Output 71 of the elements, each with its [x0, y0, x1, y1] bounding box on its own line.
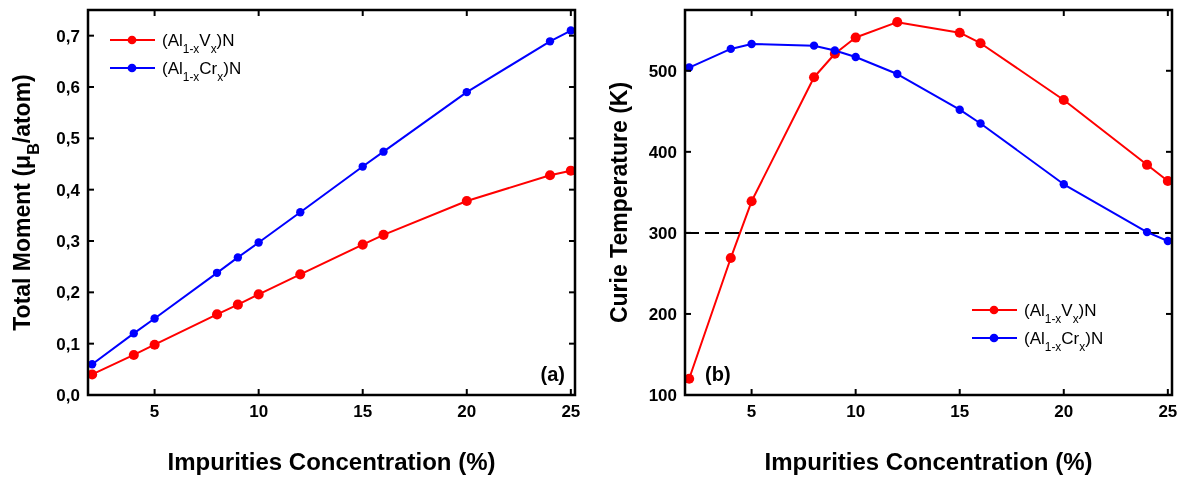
y-tick-label: 0,3: [56, 232, 80, 251]
y-tick-label: 200: [648, 304, 677, 324]
point: [975, 38, 986, 49]
legend-label: (Al$_{1-x}$V$_{x}$)N: [1024, 301, 1097, 326]
point: [808, 72, 820, 83]
point: [955, 105, 964, 114]
point: [892, 17, 903, 28]
point: [233, 253, 243, 262]
point: [976, 119, 985, 128]
point: [128, 349, 139, 360]
point: [462, 87, 471, 97]
point: [851, 52, 860, 62]
point: [545, 37, 555, 46]
point: [211, 309, 223, 320]
point: [129, 329, 138, 338]
point: [725, 252, 736, 264]
point: [254, 238, 263, 247]
point: [358, 162, 367, 171]
y-tick-label: 0,7: [56, 26, 80, 46]
point: [150, 314, 159, 323]
y-tick-label: 300: [648, 223, 677, 243]
point: [1058, 94, 1069, 105]
y-tick-label: 0,5: [56, 129, 80, 149]
point: [253, 289, 264, 300]
y-tick-label: 500: [648, 61, 677, 81]
legend-label: (Al$_{1-x}$V$_{x}$)N: [162, 31, 235, 56]
x-tick-label: 5: [149, 402, 160, 421]
point: [726, 44, 735, 54]
x-tick-label: 25: [1158, 402, 1178, 421]
point: [747, 39, 756, 49]
annotation: (a): [540, 363, 565, 385]
y-tick-label: 100: [648, 386, 677, 405]
point: [544, 170, 556, 181]
y-tick-label: 0,6: [56, 78, 80, 97]
x-tick-label: 10: [249, 402, 269, 421]
y-tick-label: 0,4: [56, 180, 81, 200]
point: [461, 195, 472, 206]
point: [850, 32, 861, 43]
y-axis-title: Curie Temperature (K): [606, 81, 632, 324]
legend-label: (Al$_{1-x}$Cr$_{x}$)N: [1024, 329, 1104, 354]
point: [954, 27, 965, 38]
point: [357, 239, 368, 250]
point: [212, 268, 222, 277]
x-tick-label: 10: [846, 402, 866, 421]
legend-label: (Al$_{1-x}$Cr$_{x}$)N: [162, 59, 242, 84]
point: [296, 208, 305, 217]
point: [149, 339, 160, 350]
annotation: (b): [705, 363, 731, 385]
y-tick-label: 400: [648, 142, 677, 162]
point: [893, 69, 902, 79]
point: [232, 299, 243, 310]
point: [379, 147, 388, 156]
y-tick-label: 0,1: [56, 334, 80, 354]
x-tick-label: 20: [457, 402, 477, 421]
point: [830, 46, 840, 55]
point: [1142, 227, 1152, 237]
point: [295, 269, 306, 280]
x-tick-label: 15: [950, 402, 970, 421]
x-axis-title: Impurities Concentration (%): [167, 448, 496, 475]
point: [1141, 159, 1153, 170]
x-tick-label: 5: [746, 402, 757, 421]
y-tick-label: 0,0: [56, 386, 80, 405]
point: [378, 229, 389, 240]
x-tick-label: 20: [1054, 402, 1074, 421]
point: [746, 196, 757, 207]
point: [1059, 180, 1068, 189]
point: [809, 41, 819, 50]
x-tick-label: 25: [561, 402, 581, 421]
x-axis-title: Impurities Concentration (%): [764, 448, 1093, 475]
y-tick-label: 0,2: [56, 283, 80, 303]
x-tick-label: 15: [353, 402, 373, 421]
